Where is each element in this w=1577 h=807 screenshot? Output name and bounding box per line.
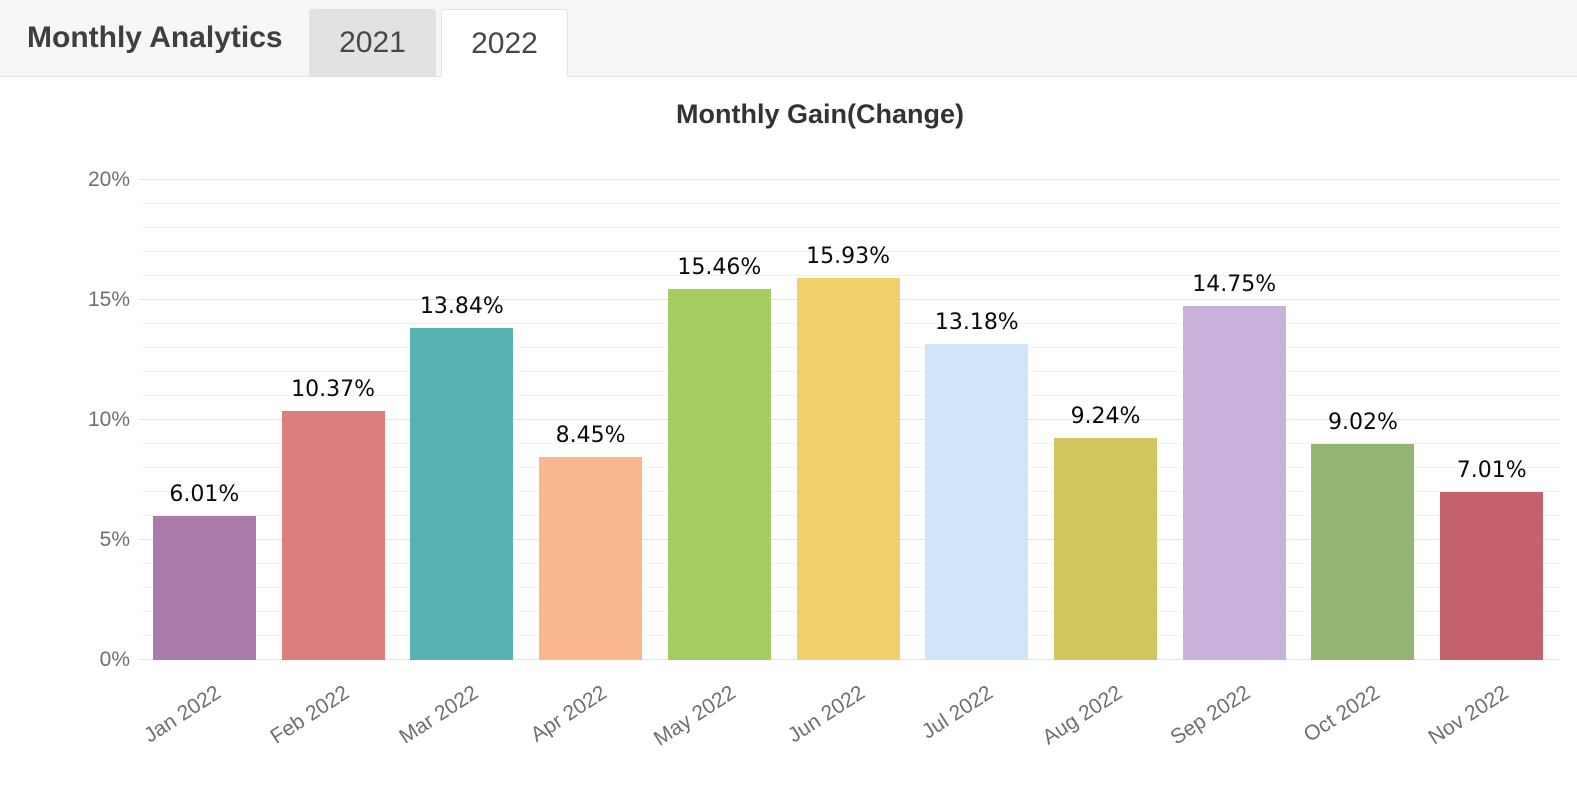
page-title: Monthly Analytics	[27, 21, 283, 54]
plot-area: 6.01% 10.37% 13.84% 8.45% 15.46% 15.93% 13.18%…	[140, 179, 1560, 660]
x-axis-label: Jun 2022	[783, 681, 869, 748]
x-axis: Jan 2022 Feb 2022 Mar 2022 Apr 2022 May 2022…	[140, 663, 1556, 803]
bar-column: 13.84%	[397, 180, 526, 660]
bar[interactable]	[539, 457, 643, 660]
bar[interactable]	[152, 515, 256, 660]
x-axis-label: May 2022	[649, 681, 740, 751]
x-axis-label: Mar 2022	[395, 681, 483, 749]
bars-layer: 6.01% 10.37% 13.84% 8.45% 15.46% 15.93% 13.18%…	[140, 180, 1556, 660]
bar-column: 15.93%	[784, 180, 913, 660]
y-axis-tick-label: 5%	[99, 528, 130, 551]
x-axis-label: Jul 2022	[918, 681, 998, 744]
bar-value-label: 13.18%	[934, 309, 1019, 335]
x-axis-cell: Aug 2022	[1038, 663, 1170, 803]
bar[interactable]	[925, 343, 1029, 660]
bar-value-label: 14.75%	[1192, 272, 1277, 297]
bar[interactable]	[410, 327, 514, 660]
x-axis-cell: Oct 2022	[1299, 663, 1428, 803]
bar-value-label: 8.45%	[555, 423, 626, 449]
y-axis-tick-label: 0%	[99, 648, 130, 671]
y-axis-tick-label: 20%	[87, 168, 130, 191]
x-axis-cell: Jun 2022	[784, 663, 913, 803]
bar[interactable]	[1311, 443, 1415, 660]
chart-container: Monthly Gain(Change) 0% 5% 10% 15% 20% 6.01%…	[0, 77, 1577, 807]
x-axis-label: Nov 2022	[1424, 681, 1513, 750]
x-axis-label: Apr 2022	[527, 681, 612, 747]
x-axis-cell: Apr 2022	[526, 663, 655, 803]
chart-title: Monthly Gain(Change)	[676, 99, 964, 129]
bar-value-label: 15.46%	[677, 254, 762, 280]
tab-2022[interactable]: 2022	[441, 9, 568, 77]
x-axis-cell: May 2022	[650, 663, 784, 803]
x-axis-cell: Jan 2022	[140, 663, 269, 803]
x-axis-cell: Sep 2022	[1166, 663, 1299, 803]
bar-value-label: 7.01%	[1456, 457, 1527, 483]
bar-value-label: 10.37%	[291, 377, 376, 403]
bar-column: 7.01%	[1427, 180, 1556, 660]
x-axis-label: Feb 2022	[266, 681, 354, 749]
gridline-minor	[140, 227, 1560, 228]
tab-2021[interactable]: 2021	[309, 9, 436, 76]
bar-value-label: 15.93%	[806, 243, 890, 269]
header-bar: Monthly Analytics 2021 2022	[0, 0, 1577, 77]
bar-column: 6.01%	[140, 180, 269, 660]
bar-value-label: 13.84%	[419, 293, 504, 319]
bar-column: 13.18%	[912, 180, 1041, 660]
bar[interactable]	[1440, 491, 1544, 660]
gridline-major	[140, 179, 1560, 180]
gridline-minor	[140, 275, 1560, 276]
x-axis-label: Jan 2022	[139, 681, 225, 748]
gridline-minor	[140, 251, 1560, 252]
bar-column: 15.46%	[655, 180, 784, 660]
bar-column: 10.37%	[269, 180, 398, 660]
x-axis-label: Sep 2022	[1166, 681, 1255, 750]
x-axis-cell: Jul 2022	[912, 663, 1041, 803]
bar[interactable]	[281, 411, 385, 660]
x-axis-cell: Feb 2022	[266, 663, 398, 803]
x-axis-cell: Mar 2022	[395, 663, 526, 803]
bar[interactable]	[796, 277, 900, 660]
x-axis-label: Aug 2022	[1038, 681, 1127, 750]
bar-value-label: 6.01%	[169, 481, 240, 507]
bar-column: 9.24%	[1041, 180, 1170, 660]
y-axis-tick-label: 15%	[87, 288, 130, 311]
bar-column: 8.45%	[526, 180, 655, 660]
year-tabs: 2021 2022	[309, 9, 568, 77]
bar-column: 9.02%	[1299, 180, 1428, 660]
x-axis-cell: Nov 2022	[1424, 663, 1556, 803]
bar[interactable]	[1054, 438, 1157, 660]
bar[interactable]	[1182, 306, 1286, 660]
bar-column: 14.75%	[1170, 180, 1299, 660]
gridline-minor	[140, 203, 1560, 204]
bar-value-label: 9.24%	[1070, 404, 1141, 430]
x-axis-label: Oct 2022	[1299, 681, 1384, 747]
bar[interactable]	[667, 288, 771, 660]
y-axis-tick-label: 10%	[87, 408, 130, 431]
bar-value-label: 9.02%	[1328, 409, 1398, 435]
